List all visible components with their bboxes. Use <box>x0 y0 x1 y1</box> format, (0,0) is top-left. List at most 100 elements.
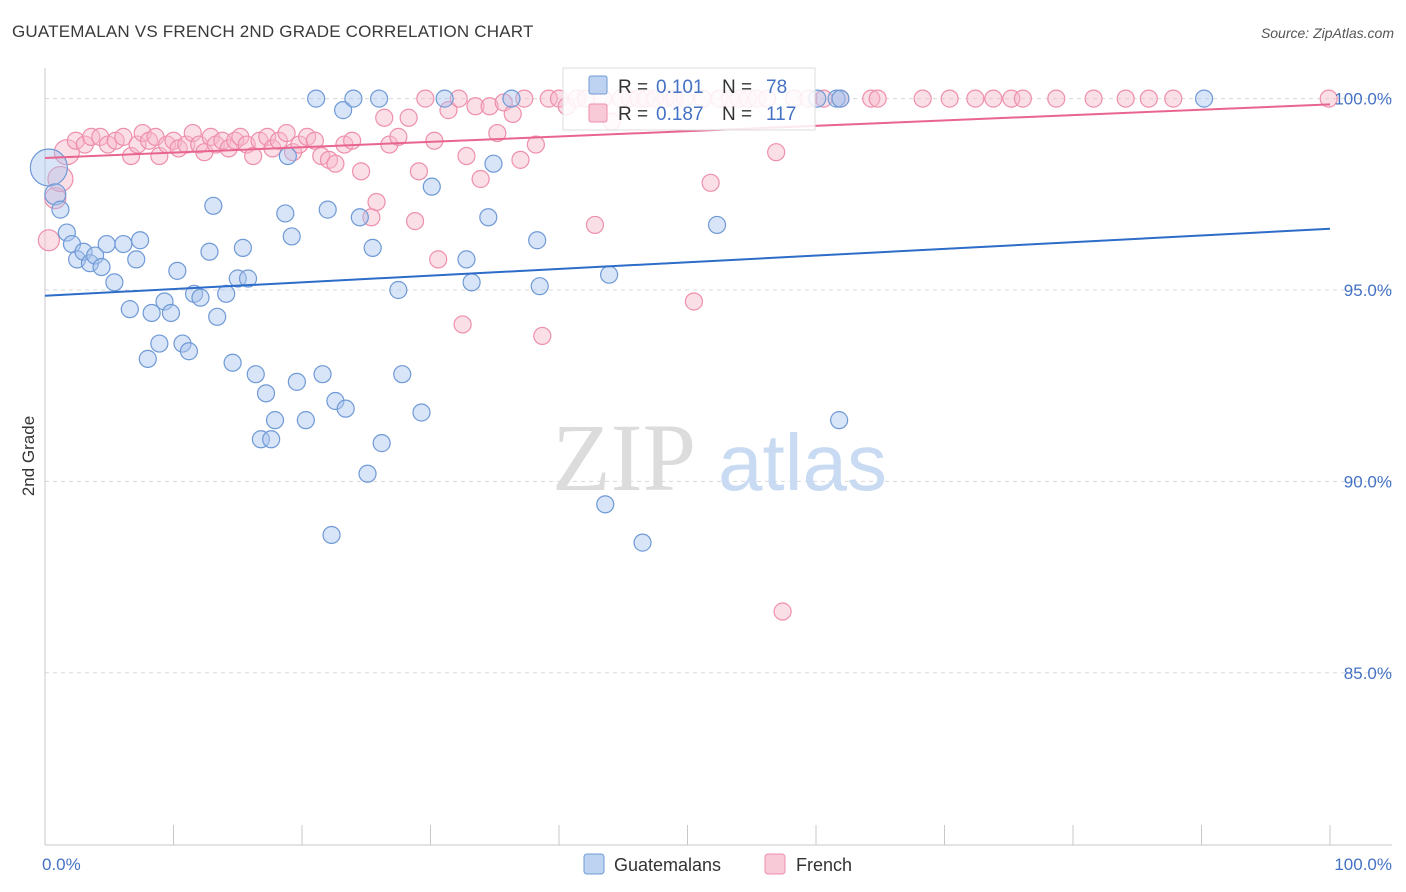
french-point-60 <box>453 315 472 334</box>
french-point-53 <box>405 212 425 231</box>
guatemalan-point-9 <box>92 257 111 277</box>
legend-swatch-french <box>588 103 608 123</box>
french-point-114 <box>1139 89 1158 108</box>
guatemalan-point-2 <box>51 200 70 219</box>
french-point-115 <box>1164 89 1183 108</box>
french-point-105 <box>913 89 932 108</box>
french-point-48 <box>367 192 386 212</box>
guatemalan-point-12 <box>114 234 133 254</box>
guatemalan-point-57 <box>389 280 408 300</box>
series-legend-swatch-guatemalans <box>583 853 605 875</box>
guatemalan-point-65 <box>484 154 503 173</box>
guatemalan-point-31 <box>228 269 247 288</box>
y-tick-label-3: 85.0% <box>1344 664 1392 683</box>
french-point-11 <box>121 146 141 166</box>
guatemalan-point-10 <box>97 234 116 254</box>
guatemalan-point-33 <box>238 269 258 288</box>
y-tick-label-1: 95.0% <box>1344 281 1392 300</box>
guatemalan-point-70 <box>600 265 619 284</box>
guatemalan-point-0 <box>29 148 68 187</box>
guatemalan-point-15 <box>130 231 150 250</box>
guatemalan-point-41 <box>282 227 301 246</box>
guatemalan-point-34 <box>246 365 265 384</box>
guatemalan-point-17 <box>142 303 161 323</box>
french-point-116 <box>1319 89 1338 108</box>
french-point-31 <box>244 146 263 166</box>
guatemalan-point-54 <box>363 238 382 257</box>
guatemalan-point-32 <box>233 238 252 257</box>
guatemalan-point-18 <box>150 334 169 353</box>
french-point-108 <box>984 89 1003 108</box>
x-tick-labels: 0.0% 100.0% <box>42 855 1392 874</box>
guatemalan-point-29 <box>217 284 236 303</box>
french-point-68 <box>511 150 530 169</box>
guatemalan-point-27 <box>204 196 223 215</box>
french-point-52 <box>399 108 418 127</box>
guatemalan-point-50 <box>336 399 355 418</box>
guatemalan-point-67 <box>528 231 547 250</box>
guatemalan-point-30 <box>223 353 242 372</box>
french-point-36 <box>277 123 296 143</box>
trend-lines <box>44 103 1331 297</box>
french-point-21 <box>183 123 202 143</box>
guatemalan-point-8 <box>86 246 105 265</box>
guatemalan-point-1 <box>44 183 67 206</box>
guatemalan-point-46 <box>318 200 337 219</box>
french-point-62 <box>466 97 485 116</box>
series-legend-swatch-french <box>764 853 786 875</box>
x-tick-marks <box>44 825 1331 845</box>
french-point-63 <box>471 169 490 189</box>
french-point-45 <box>343 131 362 150</box>
guatemalan-point-51 <box>344 89 363 108</box>
french-point-69 <box>515 89 534 108</box>
french-point-10 <box>114 127 133 146</box>
guatemalan-point-13 <box>120 300 139 319</box>
french-point-55 <box>416 89 435 108</box>
chart-title: GUATEMALAN VS FRENCH 2ND GRADE CORRELATI… <box>12 22 534 41</box>
guatemalan-point-28 <box>208 307 227 326</box>
french-point-98 <box>773 602 792 621</box>
french-point-33 <box>258 127 277 146</box>
french-point-88 <box>684 292 704 311</box>
guatemalan-point-21 <box>168 261 187 280</box>
guatemalan-point-45 <box>313 365 332 384</box>
legend-n-label-1: N = <box>722 77 752 98</box>
guatemalan-point-20 <box>161 303 181 323</box>
legend-r-value-2: 0.187 <box>656 104 704 125</box>
guatemalan-point-49 <box>334 101 353 120</box>
guatemalan-point-58 <box>393 365 412 384</box>
guatemalan-point-42 <box>287 372 306 391</box>
french-point-38 <box>290 135 309 154</box>
french-point-64 <box>480 97 499 116</box>
guatemalan-point-60 <box>422 177 441 196</box>
guatemalan-point-6 <box>74 242 93 261</box>
guatemalan-point-19 <box>155 292 174 311</box>
french-point-112 <box>1084 89 1103 108</box>
guatemalan-point-44 <box>307 89 326 108</box>
guatemalan-point-53 <box>358 464 377 483</box>
french-point-7 <box>91 127 110 146</box>
french-point-40 <box>305 131 324 150</box>
guatemalan-point-68 <box>530 277 549 296</box>
guatemalan-point-64 <box>479 208 498 227</box>
guatemalan-point-75 <box>831 89 850 108</box>
legend-swatch-guatemalans <box>588 75 608 95</box>
guatemalan-point-74 <box>827 89 846 108</box>
french-point-70 <box>526 135 545 154</box>
french-point-97 <box>767 143 786 162</box>
legend-r-label-1: R = <box>618 77 648 98</box>
french-point-65 <box>488 123 507 143</box>
guatemalan-point-63 <box>462 273 481 292</box>
guatemalan-point-23 <box>179 342 199 361</box>
french-point-0 <box>37 229 60 252</box>
guatemalan-point-55 <box>370 89 389 108</box>
y-axis-title: 2nd Grade <box>19 416 38 496</box>
guatemalan-point-43 <box>296 411 315 430</box>
guatemalan-point-36 <box>256 384 276 403</box>
french-point-46 <box>352 162 371 181</box>
guatemalan-point-14 <box>127 250 146 269</box>
guatemalan-point-61 <box>435 89 454 108</box>
french-point-4 <box>66 131 85 150</box>
french-point-111 <box>1047 89 1066 108</box>
series-legend: Guatemalans French <box>583 853 852 875</box>
